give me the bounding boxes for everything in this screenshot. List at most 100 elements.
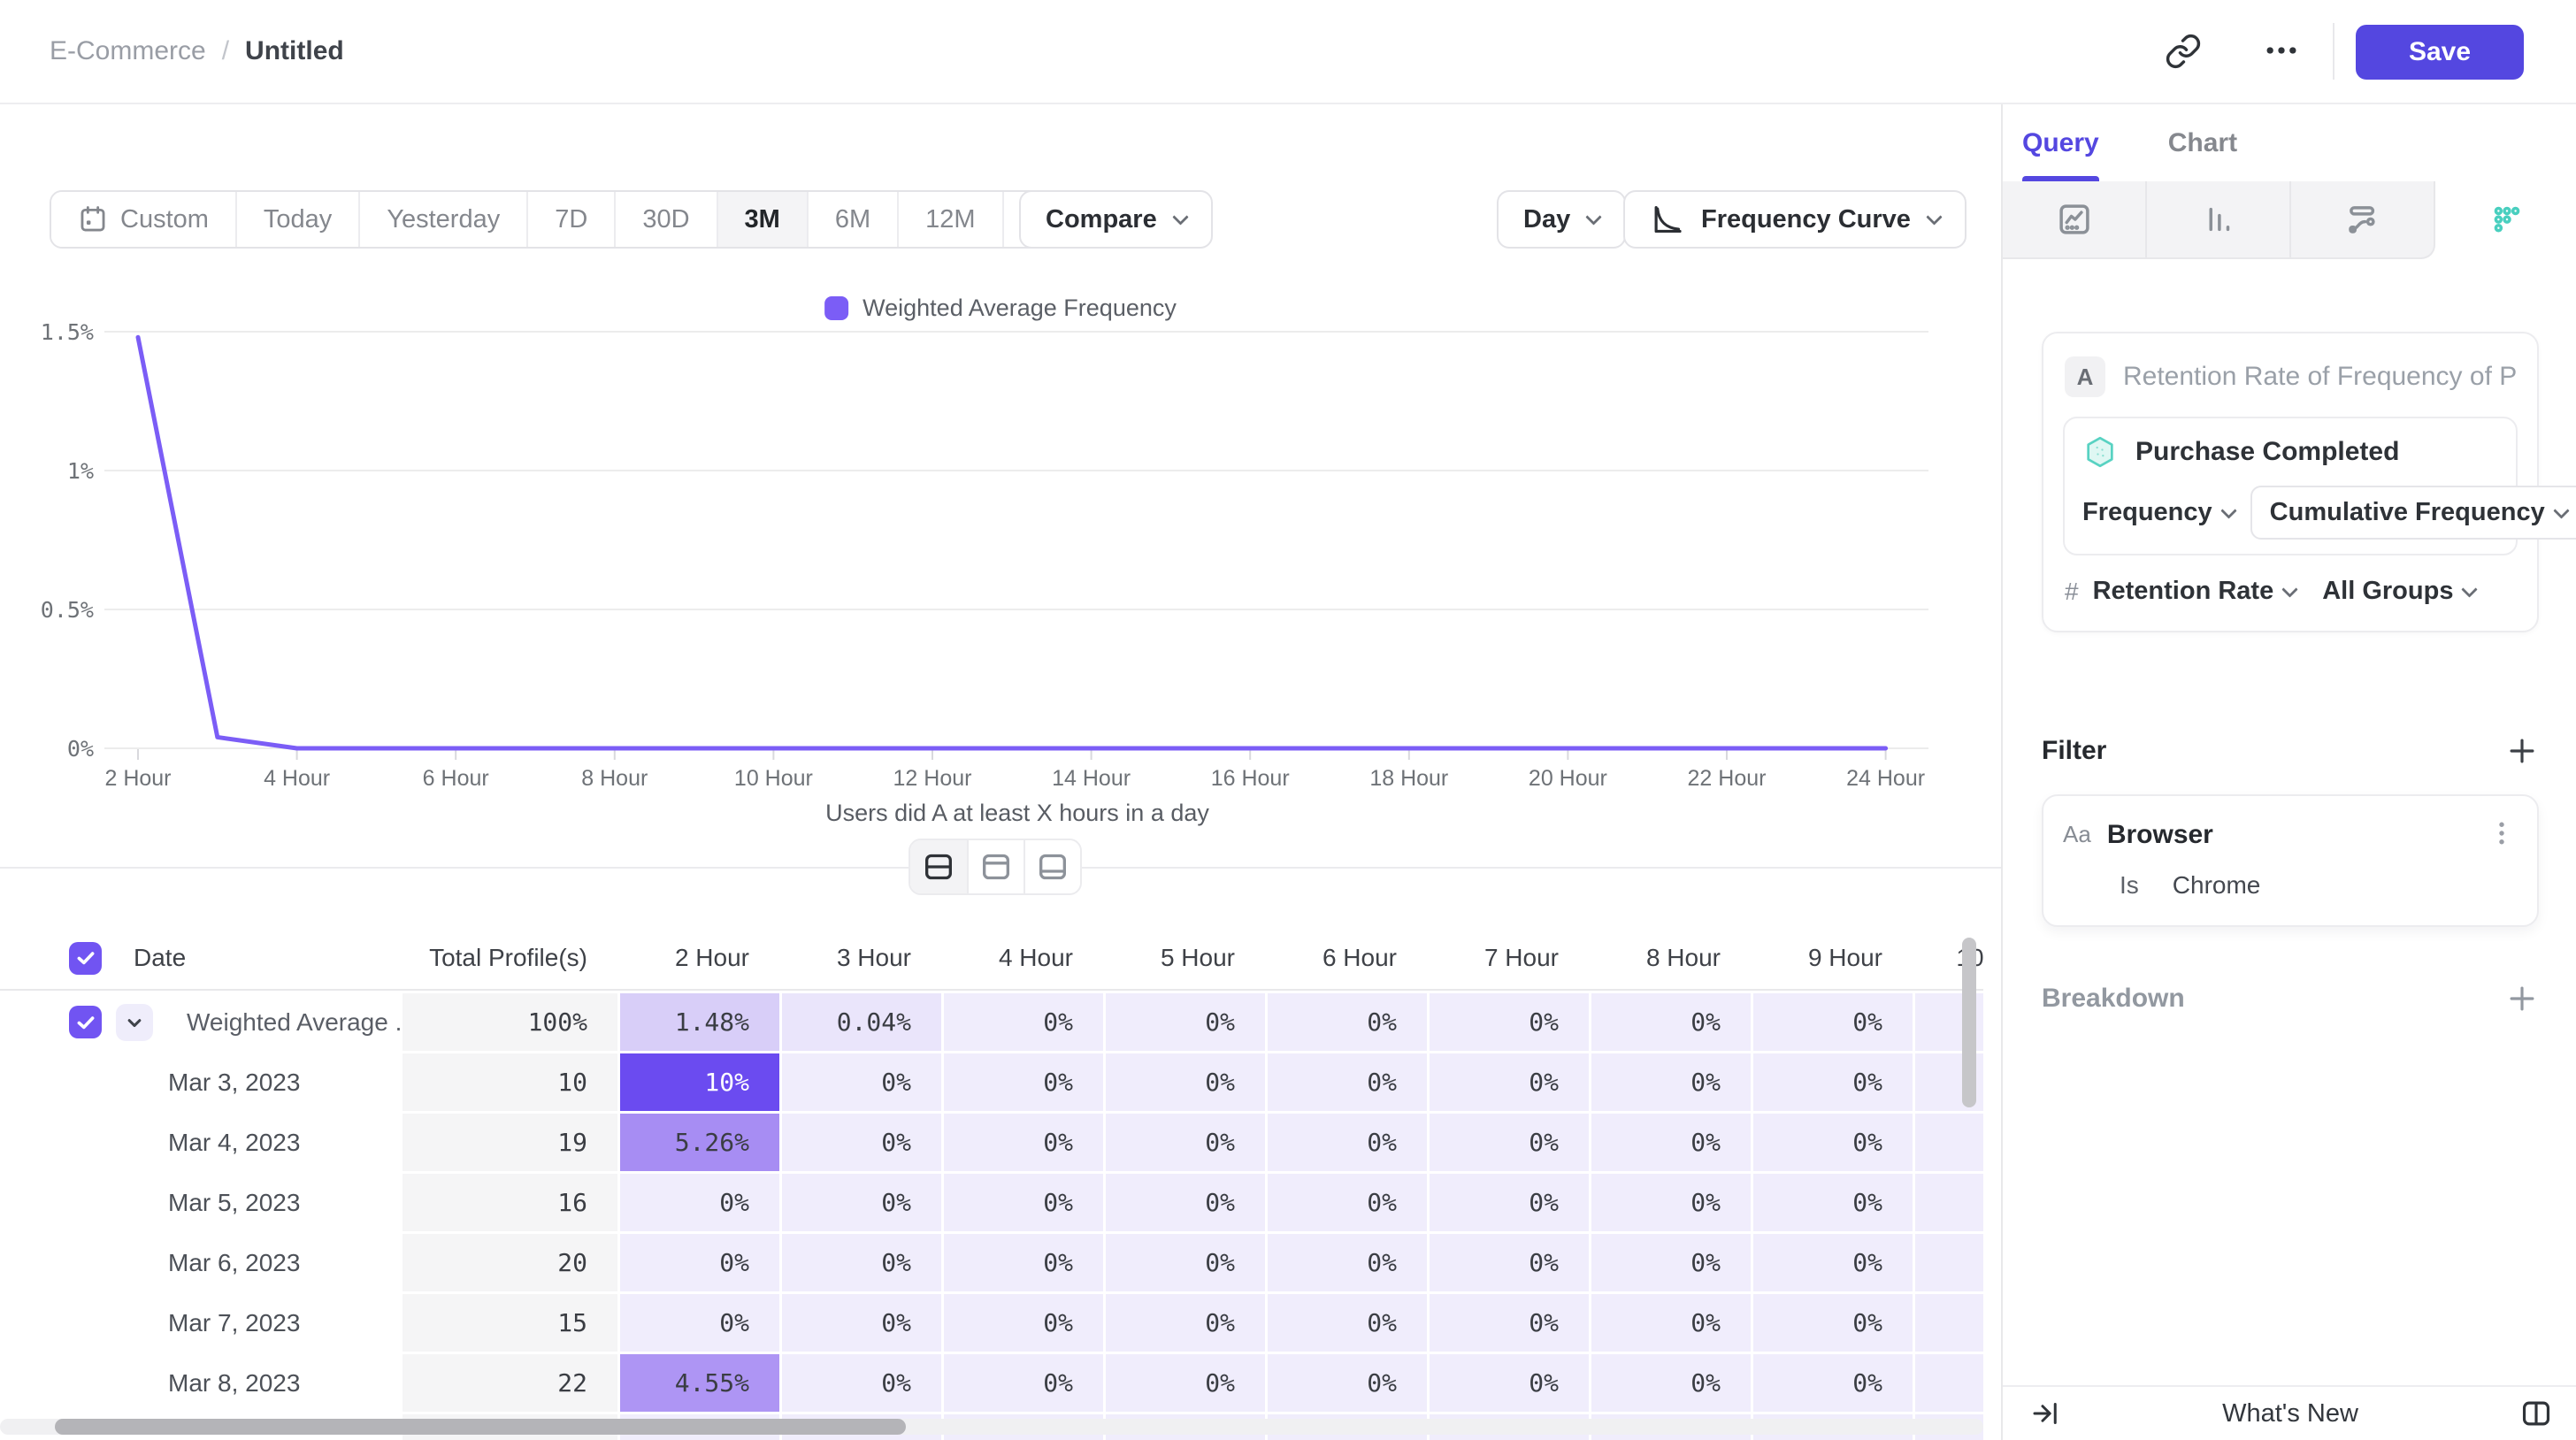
- range-label: 30D: [642, 204, 690, 234]
- range-12m[interactable]: 12M: [897, 192, 1002, 247]
- svg-text:0.5%: 0.5%: [41, 597, 94, 623]
- arrow-to-bar-icon: [2029, 1398, 2061, 1429]
- range-7d[interactable]: 7D: [526, 192, 615, 247]
- column-header-total: Total Profile(s): [429, 944, 587, 971]
- row-checkbox[interactable]: [69, 941, 102, 975]
- chart-type-line-button[interactable]: [2003, 181, 2147, 259]
- range-yesterday[interactable]: Yesterday: [358, 192, 527, 247]
- frequency-dropdown[interactable]: Frequency: [2082, 498, 2237, 527]
- value-cell: 0%: [1589, 1053, 1751, 1111]
- value-cell: 0%: [1913, 1174, 1983, 1231]
- range-label: 7D: [555, 204, 588, 234]
- add-filter-button[interactable]: [2505, 734, 2539, 768]
- value-cell: 0%: [941, 1174, 1103, 1231]
- add-breakdown-button[interactable]: [2505, 982, 2539, 1015]
- date-cell: Mar 8, 2023: [0, 1354, 402, 1412]
- filter-operator[interactable]: Is: [2120, 871, 2139, 899]
- chart-type-bar-button[interactable]: [2147, 181, 2291, 259]
- chart-type-selector: [2003, 181, 2576, 259]
- chart-view-label: Frequency Curve: [1701, 204, 1911, 234]
- measure-row: # Retention Rate All Groups: [2063, 575, 2518, 611]
- frequency-row: Frequency Cumulative Frequency: [2082, 486, 2576, 540]
- expand-row-button[interactable]: [116, 1003, 153, 1041]
- date-cell: Mar 7, 2023: [0, 1294, 402, 1352]
- compare-button[interactable]: Compare: [1019, 190, 1213, 249]
- bar-chart-icon: [2200, 201, 2237, 238]
- granularity-dropdown[interactable]: Day: [1497, 190, 1627, 249]
- filter-value[interactable]: Chrome: [2172, 871, 2261, 899]
- chart-type-frequency-button[interactable]: [2435, 181, 2576, 259]
- copy-link-button[interactable]: [2158, 27, 2208, 76]
- groups-dropdown[interactable]: All Groups: [2322, 577, 2479, 606]
- page-title[interactable]: Untitled: [245, 36, 344, 65]
- layout-chart-only-button[interactable]: [967, 840, 1024, 893]
- date-cell: Mar 6, 2023: [0, 1234, 402, 1291]
- value-cell: 0%: [1265, 1114, 1427, 1171]
- whats-new-button[interactable]: What's New: [2222, 1398, 2358, 1428]
- column-header-hour: 9 Hour: [1807, 944, 1882, 971]
- value-cell: 0%: [1427, 1354, 1589, 1412]
- range-30d[interactable]: 30D: [614, 192, 717, 247]
- value-cell: 0%: [941, 1114, 1103, 1171]
- value-cell: 0%: [1751, 993, 1913, 1051]
- tab-chart[interactable]: Chart: [2168, 104, 2237, 181]
- value-cell: 0%: [1103, 1053, 1265, 1111]
- vertical-scrollbar[interactable]: [1962, 938, 1976, 1107]
- layout-table-only-button[interactable]: [1024, 840, 1080, 893]
- column-header-hour: 6 Hour: [1322, 944, 1397, 971]
- range-today[interactable]: Today: [234, 192, 359, 247]
- value-cell: 0%: [1751, 1174, 1913, 1231]
- value-cell: 0%: [1103, 1354, 1265, 1412]
- value-cell: 0%: [779, 1053, 941, 1111]
- value-cell: 0.04%: [779, 993, 941, 1051]
- flow-chart-icon: [2344, 201, 2381, 238]
- measure-dropdown[interactable]: Retention Rate: [2093, 577, 2298, 606]
- frequency-dots-icon: [2488, 202, 2526, 239]
- filter-card: Aa Browser Is Chrome: [2042, 794, 2539, 927]
- query-title-row: A Retention Rate of Frequency of P...: [2063, 353, 2518, 399]
- layout-split-button[interactable]: [910, 840, 967, 893]
- save-button[interactable]: Save: [2356, 25, 2524, 80]
- value-cell: 0%: [1103, 1114, 1265, 1171]
- value-cell: 0%: [617, 1234, 779, 1291]
- range-3m[interactable]: 3M: [716, 192, 807, 247]
- value-cell: 0%: [1751, 1354, 1913, 1412]
- collapse-sidebar-button[interactable]: [2029, 1398, 2061, 1429]
- value-cell: 0%: [1265, 1294, 1427, 1352]
- more-menu-button[interactable]: [2257, 27, 2306, 76]
- filter-property[interactable]: Browser: [2106, 819, 2213, 849]
- query-title-input[interactable]: Retention Rate of Frequency of P...: [2123, 362, 2516, 391]
- tab-query[interactable]: Query: [2022, 104, 2099, 181]
- aggregation-dropdown[interactable]: Cumulative Frequency: [2250, 486, 2576, 540]
- row-checkbox[interactable]: [69, 1006, 102, 1038]
- column-header-hour: 7 Hour: [1484, 944, 1559, 971]
- event-hexagon-icon: [2082, 434, 2118, 470]
- chart-legend[interactable]: Weighted Average Frequency: [824, 295, 1177, 322]
- value-cell: 0%: [941, 1354, 1103, 1412]
- chart-type-flow-button[interactable]: [2291, 181, 2435, 259]
- range-custom[interactable]: Custom: [51, 192, 235, 247]
- value-cell: 0%: [1589, 1294, 1751, 1352]
- value-cell: 0%: [1427, 1174, 1589, 1231]
- table-body: Weighted Average ... 100% 1.48% 0.04% 0% 0% 0%…: [0, 993, 1983, 1440]
- breadcrumb-separator: /: [221, 36, 230, 65]
- range-6m[interactable]: 6M: [806, 192, 898, 247]
- range-label: Yesterday: [387, 204, 501, 234]
- chart-view-dropdown[interactable]: Frequency Curve: [1623, 190, 1966, 249]
- column-header-hour: 8 Hour: [1645, 944, 1721, 971]
- filter-options-button[interactable]: [2486, 817, 2518, 852]
- summary-row-label: Weighted Average ...: [187, 1007, 402, 1036]
- breadcrumb-section[interactable]: E-Commerce: [50, 36, 206, 65]
- split-panel-button[interactable]: [2519, 1397, 2553, 1430]
- value-cell: 0%: [617, 1174, 779, 1231]
- horizontal-scrollbar[interactable]: [55, 1419, 906, 1435]
- text-property-icon: Aa: [2063, 821, 2091, 847]
- sidebar-footer: What's New: [2003, 1385, 2576, 1440]
- range-label: 3M: [744, 204, 780, 234]
- value-cell: 0%: [1589, 1234, 1751, 1291]
- aggregation-label: Cumulative Frequency: [2269, 498, 2545, 526]
- event-row[interactable]: Purchase Completed: [2082, 434, 2498, 470]
- sidebar-tabs: Query Chart: [2003, 104, 2576, 181]
